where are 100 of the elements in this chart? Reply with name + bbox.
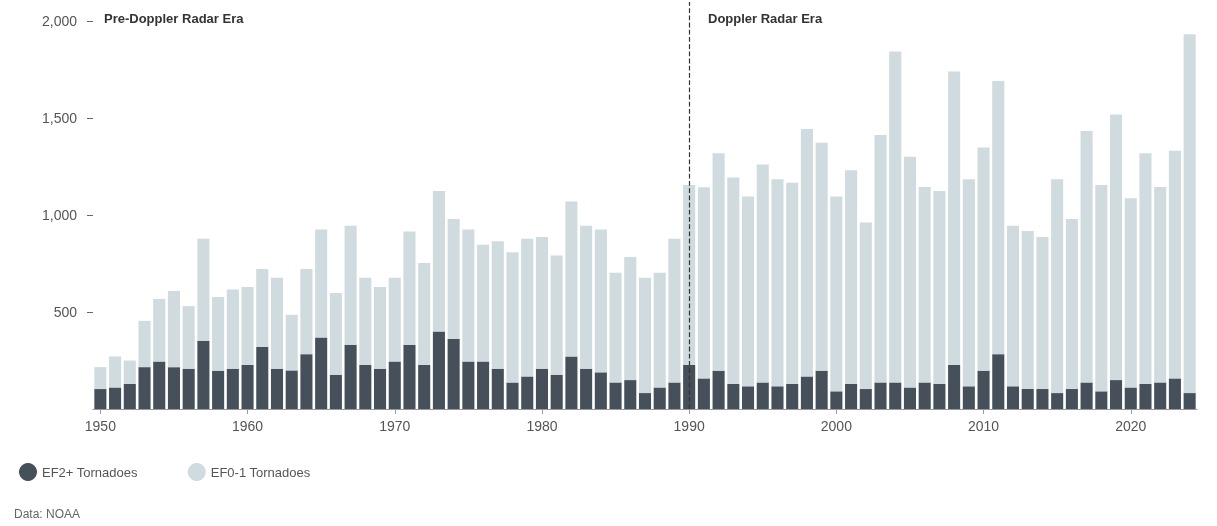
- bar: [94, 367, 107, 390]
- bar: [668, 238, 681, 383]
- bar: [1095, 184, 1108, 392]
- bar: [344, 225, 357, 345]
- bar: [521, 238, 534, 377]
- bar: [668, 382, 681, 409]
- bar: [565, 356, 578, 409]
- bar: [374, 368, 387, 409]
- x-tick-label: 2010: [967, 418, 1000, 434]
- bar: [565, 201, 578, 357]
- bar: [1080, 130, 1093, 383]
- bar: [506, 252, 519, 383]
- bar: [418, 365, 431, 409]
- bar: [94, 389, 107, 409]
- bar: [992, 81, 1005, 355]
- bar: [1095, 391, 1108, 409]
- bar: [109, 387, 122, 409]
- bar: [138, 367, 151, 409]
- bar: [506, 382, 519, 409]
- bar: [226, 368, 239, 409]
- bar: [153, 298, 166, 362]
- bar: [153, 361, 166, 409]
- bar: [1080, 382, 1093, 409]
- bar: [182, 368, 195, 409]
- bar: [580, 368, 593, 409]
- bar: [992, 354, 1005, 409]
- bar: [830, 391, 843, 409]
- bar: [256, 268, 269, 347]
- bar: [653, 387, 666, 409]
- y-tick-label: 1,500: [41, 110, 78, 127]
- bar: [933, 190, 946, 384]
- bar: [683, 184, 696, 366]
- bar: [977, 370, 990, 409]
- bar: [241, 286, 254, 366]
- bar: [359, 277, 372, 366]
- bar: [535, 368, 548, 409]
- bar: [1154, 186, 1167, 383]
- legend-label: EF0-1 Tornadoes: [210, 464, 311, 480]
- bar: [1051, 393, 1064, 409]
- bar: [197, 238, 210, 341]
- x-tick-label: 1960: [231, 418, 264, 434]
- bar: [447, 339, 460, 409]
- bar: [1065, 219, 1078, 390]
- bar: [1124, 198, 1137, 388]
- bar: [742, 196, 755, 387]
- bar: [918, 186, 931, 383]
- bar: [845, 384, 858, 409]
- bar: [1139, 153, 1152, 384]
- bar: [1124, 387, 1137, 409]
- bar: [786, 384, 799, 409]
- bar: [874, 382, 887, 409]
- bar: [1139, 384, 1152, 409]
- bar: [167, 290, 180, 368]
- bar: [212, 296, 225, 371]
- bar: [109, 356, 122, 388]
- bar: [756, 164, 769, 383]
- bar: [285, 370, 298, 409]
- bar: [962, 386, 975, 409]
- bar: [594, 372, 607, 409]
- bar: [624, 257, 637, 381]
- bar: [550, 255, 563, 375]
- bar: [300, 354, 313, 409]
- bar: [712, 153, 725, 371]
- bar: [594, 229, 607, 373]
- bar: [771, 386, 784, 409]
- bar: [1021, 231, 1034, 390]
- bar: [1065, 389, 1078, 409]
- bar: [432, 331, 445, 409]
- bar: [403, 231, 416, 345]
- bar: [388, 277, 401, 362]
- bar: [609, 272, 622, 383]
- bar: [1168, 150, 1181, 379]
- bar: [800, 128, 813, 377]
- bar: [609, 382, 622, 409]
- bar: [123, 360, 136, 384]
- bar: [1110, 114, 1123, 381]
- bar: [727, 177, 740, 384]
- bar: [374, 287, 387, 369]
- x-tick-label: 2000: [820, 418, 853, 434]
- bar: [270, 368, 284, 409]
- bar: [550, 374, 563, 409]
- bar: [859, 389, 872, 409]
- bar: [903, 156, 916, 388]
- bar: [197, 340, 210, 409]
- bar: [329, 374, 342, 409]
- bar: [933, 384, 946, 409]
- bar: [477, 361, 490, 409]
- text: Data: NOAA: [14, 507, 81, 521]
- bar: [138, 320, 151, 368]
- bar: [1006, 225, 1020, 387]
- bar: [830, 196, 843, 392]
- bar: [1183, 393, 1196, 409]
- bar: [359, 365, 372, 409]
- bar: [948, 365, 961, 409]
- annotation: Doppler Radar Era: [708, 11, 823, 26]
- bar: [462, 229, 475, 362]
- bar: [638, 393, 652, 409]
- bar: [889, 51, 902, 383]
- bar: [403, 344, 416, 409]
- bar: [167, 367, 180, 409]
